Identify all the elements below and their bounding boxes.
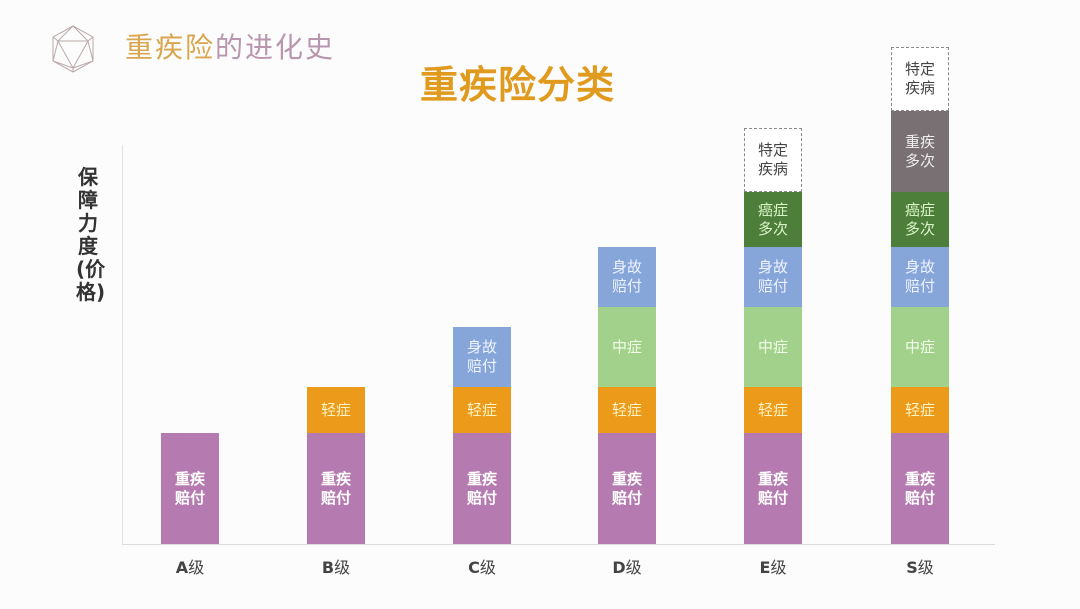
bar-segment: 中症 xyxy=(598,307,656,387)
bar-s: 重疾赔付 轻症 中症 身故赔付 癌症多次 重疾多次 特定疾病 xyxy=(891,47,949,544)
grade-letter: S xyxy=(906,558,918,577)
segment-label: 癌症多次 xyxy=(904,200,935,238)
segment-label: 中症 xyxy=(757,337,788,356)
subtitle-part-1: 重疾险 xyxy=(125,31,216,64)
bar-segment: 癌症多次 xyxy=(891,192,949,247)
segment-label: 特定疾病 xyxy=(757,141,788,178)
x-axis-line xyxy=(122,544,995,545)
bar-segment: 身故赔付 xyxy=(453,327,511,387)
y-axis-line xyxy=(122,145,123,545)
bar-segment: 轻症 xyxy=(307,387,365,433)
x-axis-label-b: B级 xyxy=(296,556,376,580)
subtitle-part-2: 的进化史 xyxy=(215,31,336,64)
bar-segment: 重疾赔付 xyxy=(744,433,802,544)
bar-e: 重疾赔付 轻症 中症 身故赔付 癌症多次 特定疾病 xyxy=(744,128,802,544)
grade-letter: C xyxy=(468,558,480,577)
segment-label: 重疾赔付 xyxy=(320,469,351,507)
chart-title: 重疾险分类 xyxy=(420,63,616,107)
bar-d: 重疾赔付 轻症 中症 身故赔付 xyxy=(598,247,656,544)
bar-a: 重疾赔付 xyxy=(161,433,219,544)
x-axis-label-a: A级 xyxy=(150,556,230,580)
bar-c: 重疾赔付 轻症 身故赔付 xyxy=(453,327,511,544)
bar-segment: 重疾赔付 xyxy=(891,433,949,544)
grade-suffix: 级 xyxy=(188,558,205,577)
segment-label: 轻症 xyxy=(757,400,788,419)
bar-segment: 重疾赔付 xyxy=(453,433,511,544)
segment-label: 重疾赔付 xyxy=(611,469,642,507)
segment-label: 轻症 xyxy=(611,400,642,419)
bar-segment: 轻症 xyxy=(891,387,949,433)
segment-label: 身故赔付 xyxy=(466,338,497,375)
segment-label: 重疾多次 xyxy=(904,132,935,170)
bar-segment: 重疾赔付 xyxy=(161,433,219,544)
segment-label: 轻症 xyxy=(904,400,935,419)
grade-suffix: 级 xyxy=(334,558,351,577)
grade-letter: E xyxy=(759,558,771,577)
section-subtitle: 重疾险的进化史 xyxy=(125,28,335,68)
x-axis-label-s: S级 xyxy=(880,556,960,580)
bar-segment: 轻症 xyxy=(453,387,511,433)
segment-label: 重疾赔付 xyxy=(757,469,788,507)
bar-segment: 重疾多次 xyxy=(891,111,949,192)
grade-letter: B xyxy=(321,558,335,577)
segment-label: 中症 xyxy=(904,337,935,356)
bar-b: 重疾赔付 轻症 xyxy=(307,387,365,544)
segment-label: 身故赔付 xyxy=(611,258,642,295)
grade-suffix: 级 xyxy=(625,558,642,577)
segment-label: 身故赔付 xyxy=(757,258,788,295)
segment-label: 重疾赔付 xyxy=(174,469,205,507)
segment-label: 重疾赔付 xyxy=(904,469,935,507)
bar-segment: 癌症多次 xyxy=(744,192,802,247)
x-axis-label-c: C级 xyxy=(442,556,522,580)
grade-letter: A xyxy=(175,558,189,577)
segment-label: 重疾赔付 xyxy=(466,469,497,507)
bar-segment: 中症 xyxy=(744,307,802,387)
bar-segment: 重疾赔付 xyxy=(307,433,365,544)
bar-segment: 特定疾病 xyxy=(891,47,949,111)
segment-label: 身故赔付 xyxy=(904,258,935,295)
segment-label: 轻症 xyxy=(466,400,497,419)
bar-segment: 身故赔付 xyxy=(598,247,656,307)
x-axis-label-d: D级 xyxy=(587,556,667,580)
grade-suffix: 级 xyxy=(770,558,787,577)
bar-segment: 特定疾病 xyxy=(744,128,802,192)
bar-segment: 重疾赔付 xyxy=(598,433,656,544)
segment-label: 特定疾病 xyxy=(904,60,935,97)
bar-segment: 身故赔付 xyxy=(744,247,802,307)
icosahedron-logo-icon xyxy=(52,25,94,73)
bar-segment: 轻症 xyxy=(744,387,802,433)
bar-segment: 轻症 xyxy=(598,387,656,433)
bar-segment: 中症 xyxy=(891,307,949,387)
segment-label: 轻症 xyxy=(320,400,351,419)
bar-segment: 身故赔付 xyxy=(891,247,949,307)
grade-letter: D xyxy=(612,558,626,577)
grade-suffix: 级 xyxy=(917,558,934,577)
segment-label: 癌症多次 xyxy=(757,200,788,238)
y-axis-label: 保障力度(价格) xyxy=(76,165,106,304)
grade-suffix: 级 xyxy=(479,558,496,577)
segment-label: 中症 xyxy=(611,337,642,356)
x-axis-label-e: E级 xyxy=(733,556,813,580)
